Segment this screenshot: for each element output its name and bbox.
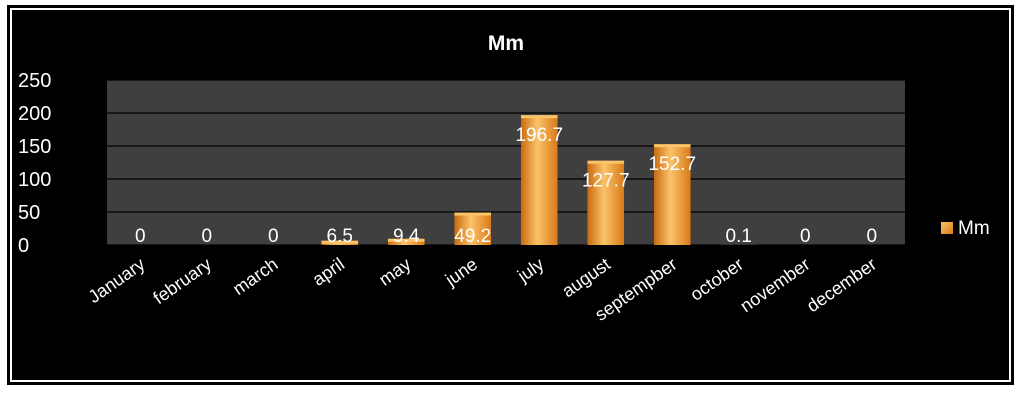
plot-area bbox=[107, 80, 905, 245]
data-label: 0 bbox=[866, 226, 877, 247]
x-tick-label: august bbox=[558, 254, 614, 301]
y-tick-label: 200 bbox=[18, 103, 51, 125]
bar bbox=[653, 144, 691, 245]
data-label: 49.2 bbox=[454, 226, 491, 247]
y-tick-label: 150 bbox=[18, 136, 51, 158]
legend-swatch bbox=[941, 222, 953, 234]
data-label: 0 bbox=[201, 226, 212, 247]
data-labels: 0 0 0 6.5 9.4 49.2 196.7 127.7 152.7 0.1 0 0 bbox=[135, 125, 877, 247]
data-label: 6.5 bbox=[327, 226, 353, 247]
data-label: 0 bbox=[268, 226, 279, 247]
bar-top bbox=[653, 144, 691, 148]
bar-top bbox=[454, 212, 492, 216]
x-tick-label: march bbox=[229, 254, 281, 299]
data-label: 196.7 bbox=[515, 125, 563, 146]
bar bbox=[587, 160, 625, 245]
data-label: 9.4 bbox=[393, 226, 420, 247]
legend-label: Mm bbox=[958, 218, 990, 239]
x-axis-ticks: January february march april may june july augu… bbox=[85, 254, 880, 325]
bar bbox=[454, 212, 492, 245]
data-label: 152.7 bbox=[648, 154, 696, 175]
legend: Mm bbox=[941, 218, 990, 239]
y-axis-ticks: 0 50 100 150 200 250 bbox=[18, 70, 51, 257]
chart-title: Mm bbox=[488, 32, 524, 55]
x-tick-label: november bbox=[737, 254, 814, 316]
bar-top bbox=[387, 238, 425, 242]
gridlines bbox=[107, 79, 905, 246]
x-tick-label: june bbox=[441, 254, 481, 290]
bar bbox=[387, 238, 425, 245]
data-label: 0.1 bbox=[726, 226, 752, 247]
chart-container: Mm 0 50 100 150 200 250 0 0 0 6.5 9.4 49.2 196.7 127… bbox=[7, 5, 1014, 385]
x-tick-label: july bbox=[513, 254, 547, 286]
data-label: 0 bbox=[135, 226, 146, 247]
x-tick-label: february bbox=[149, 254, 215, 308]
bars bbox=[321, 115, 758, 245]
bar-chart: Mm 0 50 100 150 200 250 0 0 0 6.5 9.4 49.2 196.7 127… bbox=[18, 32, 990, 325]
x-tick-label: april bbox=[309, 254, 348, 290]
x-tick-label: January bbox=[85, 254, 149, 307]
y-tick-label: 50 bbox=[18, 202, 40, 224]
data-label: 127.7 bbox=[582, 171, 630, 192]
y-tick-label: 250 bbox=[18, 70, 51, 92]
x-tick-label: october bbox=[686, 254, 747, 305]
y-tick-label: 100 bbox=[18, 169, 51, 191]
data-label: 0 bbox=[800, 226, 811, 247]
bar-top bbox=[520, 115, 558, 119]
bar-top bbox=[321, 240, 359, 244]
x-tick-label: may bbox=[375, 254, 414, 290]
y-tick-label: 0 bbox=[18, 235, 29, 257]
x-tick-label: december bbox=[803, 254, 880, 316]
bar-top bbox=[587, 160, 625, 164]
bar bbox=[520, 115, 558, 245]
